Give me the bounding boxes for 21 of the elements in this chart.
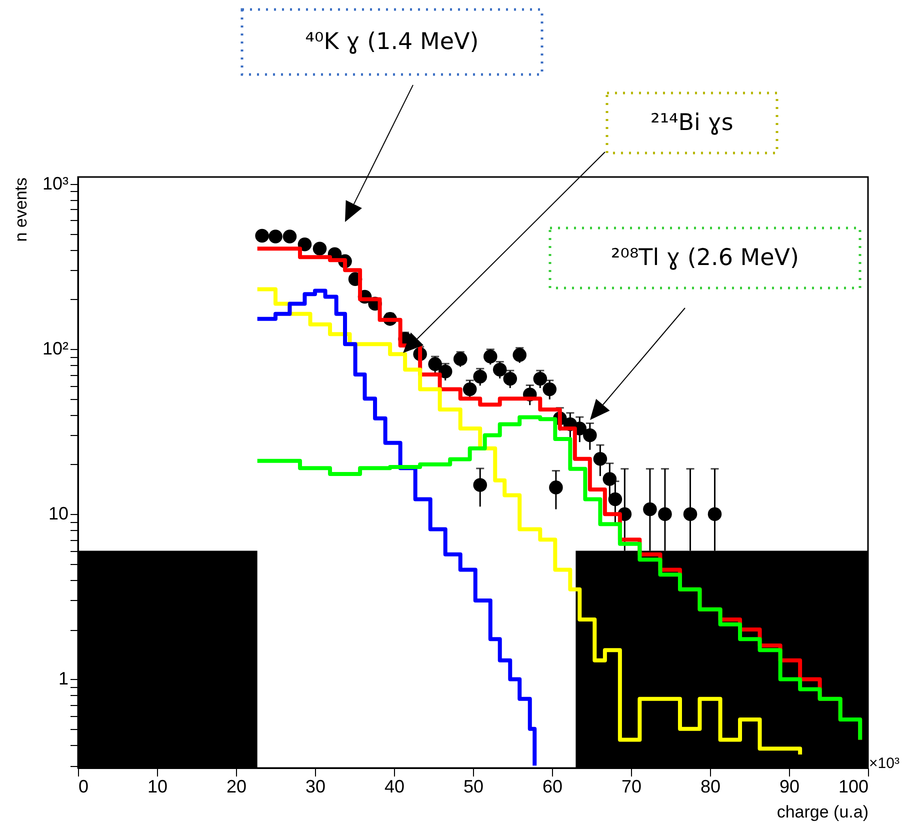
x-tick-label: 90 — [779, 776, 800, 796]
x-tick-label: 80 — [700, 776, 721, 796]
annotation: ²⁰⁸Tl ɣ (2.6 MeV) — [611, 245, 799, 271]
text: ⁴⁰K ɣ (1.4 MeV) — [305, 29, 479, 55]
x-axis-title: charge (u.a) — [776, 802, 868, 822]
y-tick-label: 10³ — [42, 173, 69, 194]
x-tick-label: 0 — [78, 776, 89, 796]
y-tick-label: 10² — [42, 338, 69, 358]
x-tick-label: 40 — [384, 776, 405, 796]
x-tick-label: 50 — [463, 776, 484, 796]
text: ²¹⁴Bi ɣs — [650, 110, 734, 136]
y-tick-label: 1 — [58, 668, 68, 689]
x-tick-label: 70 — [621, 776, 642, 796]
text: ×10³ — [869, 755, 900, 772]
y-axis-title: n events — [11, 178, 30, 242]
x-tick-label: 10 — [147, 776, 168, 796]
x-tick-label: 30 — [305, 776, 326, 796]
y-tick-label: 10 — [48, 504, 68, 524]
x-tick-label: 100 — [838, 776, 868, 796]
x-tick-label: 60 — [542, 776, 563, 796]
x-tick-label: 20 — [226, 776, 247, 796]
